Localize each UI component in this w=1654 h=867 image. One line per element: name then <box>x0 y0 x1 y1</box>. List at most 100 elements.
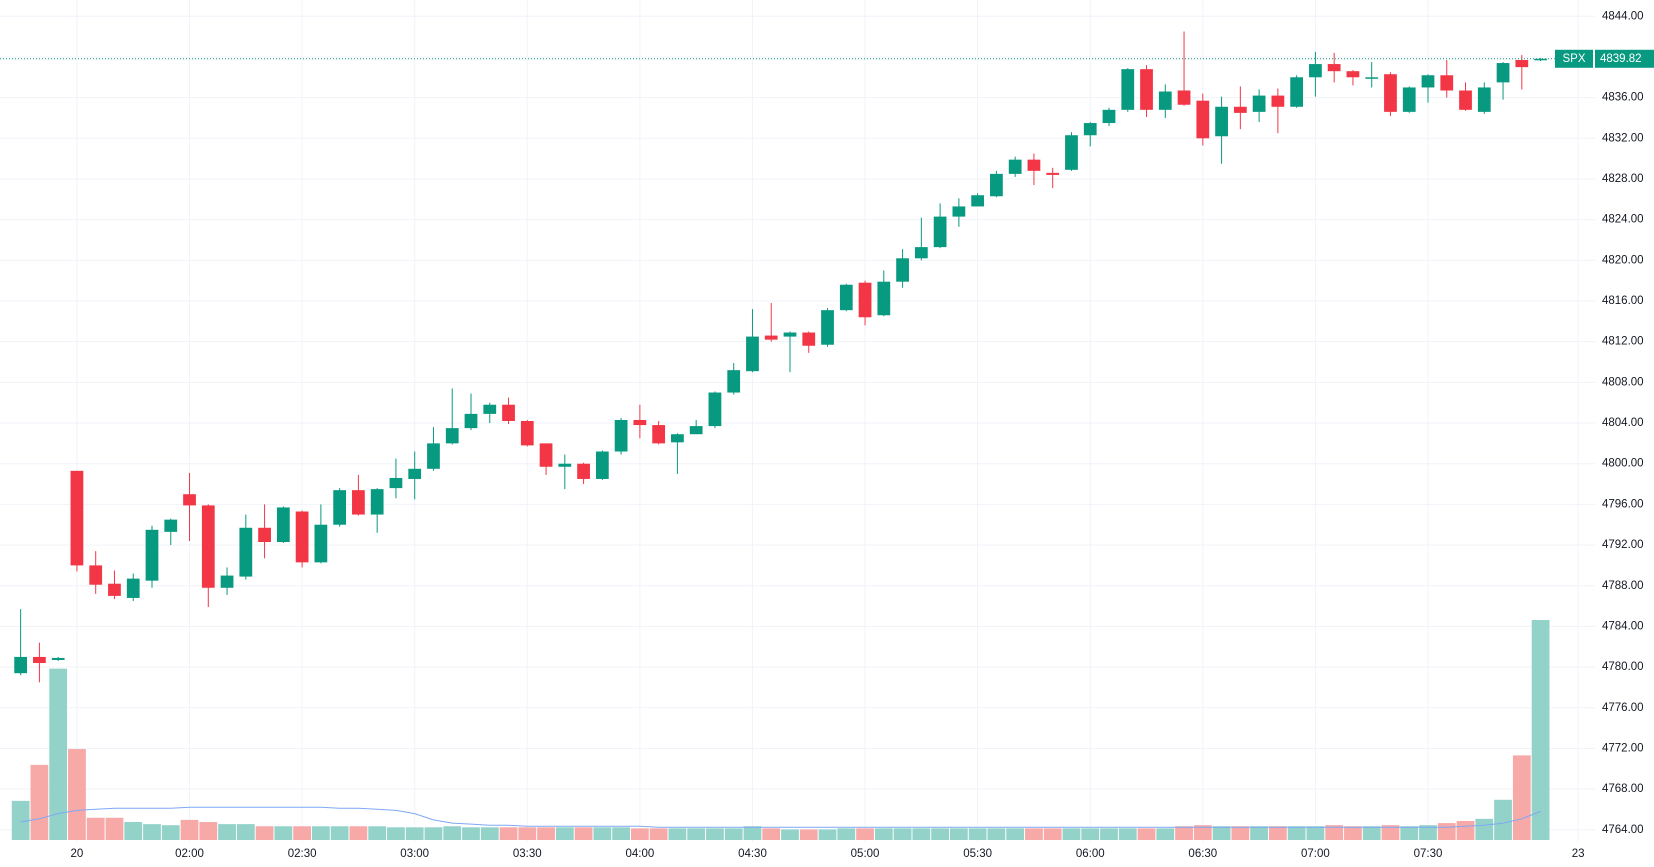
candle-body <box>1309 64 1322 78</box>
candle-body <box>389 477 403 489</box>
last-price-label: 4839.82 <box>1600 53 1642 65</box>
candle-body <box>689 426 703 435</box>
volume-bar <box>743 826 762 840</box>
volume-bar <box>1231 826 1250 840</box>
volume-bar <box>893 828 912 840</box>
candle-body <box>183 494 196 506</box>
candle-body <box>464 413 478 429</box>
candle-body <box>821 310 834 345</box>
candle-body <box>1271 95 1285 107</box>
volume-bar <box>1512 755 1531 840</box>
volume-bar <box>1268 826 1287 840</box>
y-tick-label: 4844.00 <box>1602 10 1644 22</box>
x-tick-label: 03:30 <box>513 848 542 860</box>
candle-body <box>1140 69 1153 110</box>
y-tick-label: 4784.00 <box>1602 620 1644 632</box>
volume-bar <box>30 764 49 840</box>
y-tick-label: 4816.00 <box>1602 295 1644 307</box>
x-tick-label: 23 <box>1572 848 1585 860</box>
candle-body <box>952 206 966 217</box>
candle-body <box>276 507 290 543</box>
candle-body <box>971 195 985 207</box>
candle-body <box>126 578 140 598</box>
volume-bar <box>537 827 555 840</box>
volume-bar <box>1156 828 1175 840</box>
candle-body <box>295 511 309 563</box>
volume-bar <box>687 828 706 840</box>
candle-body <box>1421 75 1435 88</box>
y-tick-label: 4788.00 <box>1602 580 1644 592</box>
grid <box>0 0 1595 842</box>
volume-bar <box>1212 826 1231 840</box>
volume-bar <box>818 829 837 840</box>
candle-body <box>1177 90 1191 105</box>
candle-body <box>483 404 497 414</box>
volume-bar <box>987 828 1006 840</box>
volume-bar <box>649 828 668 840</box>
candle-body <box>614 419 628 452</box>
candle-body <box>502 404 515 421</box>
candle-body <box>1365 77 1379 79</box>
candle-body <box>1065 135 1078 170</box>
y-tick-label: 4804.00 <box>1602 417 1644 429</box>
candle-body <box>1158 91 1172 110</box>
y-tick-label: 4832.00 <box>1602 132 1644 144</box>
volume-bar <box>293 826 311 840</box>
x-tick-label: 02:00 <box>175 848 204 860</box>
volume-bar <box>1062 828 1081 840</box>
volume-bar <box>837 828 856 840</box>
candle-body <box>1496 63 1510 83</box>
volume-bar <box>1100 828 1118 840</box>
y-tick-label: 4828.00 <box>1602 173 1644 185</box>
candle-body <box>1196 100 1210 139</box>
y-tick-label: 4780.00 <box>1602 661 1644 673</box>
candle-body <box>70 470 84 566</box>
volume-bar <box>499 827 518 840</box>
volume-bar <box>1287 826 1306 840</box>
candle-body <box>1046 172 1060 175</box>
volume-bar <box>1193 825 1212 840</box>
volume-bar <box>161 825 180 840</box>
candle-body <box>108 583 121 596</box>
volume-bar <box>1118 828 1137 840</box>
candle-body <box>164 519 178 532</box>
volume-bar <box>443 826 462 840</box>
candle-body <box>1215 106 1228 137</box>
volume-bar <box>255 826 274 840</box>
candle-body <box>1102 109 1116 124</box>
price-pane <box>14 31 1547 683</box>
x-tick-label: 04:00 <box>625 848 654 860</box>
candle-body <box>1515 59 1529 68</box>
candle-body <box>1008 159 1022 174</box>
candle-body <box>858 282 872 318</box>
volume-ma-line <box>20 806 1541 828</box>
candle-body <box>558 463 572 467</box>
candle-body <box>877 281 891 316</box>
volume-pane <box>11 620 1550 840</box>
volume-bar <box>68 749 86 840</box>
y-tick-label: 4808.00 <box>1602 376 1644 388</box>
candle-body <box>633 419 647 426</box>
volume-bar <box>218 824 236 840</box>
volume-bar <box>1250 826 1268 840</box>
candle-body <box>783 332 797 337</box>
volume-bar <box>424 827 443 840</box>
x-tick-label: 07:30 <box>1414 848 1443 860</box>
candle-body <box>1402 87 1416 112</box>
candle-body <box>427 443 440 469</box>
volume-bar <box>1081 828 1100 840</box>
candle-body <box>671 434 684 443</box>
volume-bar <box>180 819 199 840</box>
y-tick-label: 4824.00 <box>1602 214 1644 226</box>
volume-bar <box>1475 818 1494 840</box>
x-tick-label: 06:00 <box>1076 848 1105 860</box>
candle-body <box>914 247 928 259</box>
volume-bar <box>349 826 368 840</box>
volume-bar <box>11 800 30 840</box>
candle-body <box>896 258 909 282</box>
candle-body <box>33 656 46 664</box>
candle-body <box>933 216 947 248</box>
y-tick-label: 4792.00 <box>1602 539 1644 551</box>
volume-bar <box>1419 825 1437 840</box>
